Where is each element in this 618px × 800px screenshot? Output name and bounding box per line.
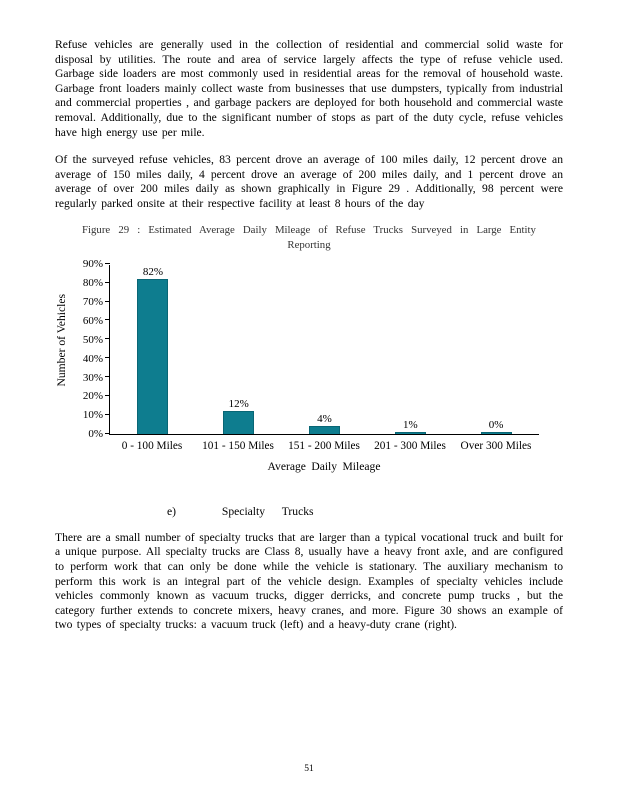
chart-y-tick-mark — [105, 281, 110, 283]
chart-y-tick-label: 10% — [82, 409, 103, 422]
chart-y-tick-mark — [105, 394, 110, 396]
mileage-bar-chart: Number of Vehicles 0% 10% 20% 30% 40% 50% 60% 7… — [55, 258, 563, 473]
specialty-trucks-heading: e) Specialty Trucks — [167, 505, 563, 518]
chart-y-tick-mark — [105, 338, 110, 340]
chart-y-axis-title: Number of Vehicles — [55, 293, 68, 387]
chart-y-tick-label: 70% — [82, 296, 103, 309]
bar-value-label: 1% — [402, 418, 418, 431]
bar-segment — [223, 411, 255, 434]
chart-y-tick-mark — [105, 376, 110, 378]
paragraph-refuse-overview: Refuse vehicles are generally used in th… — [55, 38, 563, 139]
bar-category-label: Over 300 Miles — [460, 439, 532, 452]
bar-column: 0% — [453, 419, 539, 434]
bar-value-label: 12% — [228, 398, 249, 411]
bar-column: 82% — [110, 266, 196, 434]
chart-y-tick-mark — [105, 357, 110, 359]
bar-value-label: 82% — [142, 265, 163, 278]
chart-y-tick-label: 90% — [82, 258, 103, 271]
chart-y-tick-label: 60% — [82, 314, 103, 327]
bar-category-label: 201 - 300 Miles — [374, 439, 446, 452]
heading-enumerator: e) — [167, 504, 177, 518]
paragraph-specialty-trucks: There are a small number of specialty tr… — [55, 530, 563, 632]
chart-y-tick-mark — [105, 319, 110, 321]
bar-category-label: 0 - 100 Miles — [121, 439, 183, 452]
chart-plot-area: 82% 12% 4% 1% 0% — [105, 262, 539, 435]
figure-29-caption: Figure 29 : Estimated Average Daily Mile… — [82, 223, 536, 251]
chart-y-tick-mark — [105, 262, 110, 264]
chart-y-tick-mark — [105, 300, 110, 302]
chart-y-tick-label: 40% — [82, 352, 103, 365]
bar-value-label: 0% — [488, 419, 504, 432]
bar-segment — [394, 431, 426, 434]
page-number: 51 — [304, 764, 314, 774]
bar-segment — [308, 426, 340, 434]
chart-x-axis-labels: 0 - 100 Miles 101 - 150 Miles 151 - 200 Mi… — [109, 439, 539, 453]
chart-y-tick-label: 20% — [82, 390, 103, 403]
paragraph-survey-statistics: Of the surveyed refuse vehicles, 83 perc… — [55, 153, 563, 210]
chart-y-tick-mark — [105, 432, 110, 434]
bar-category-label: 101 - 150 Miles — [202, 439, 274, 452]
bar-value-label: 4% — [317, 413, 332, 426]
bar-column: 1% — [367, 419, 453, 434]
chart-y-axis: 0% 10% 20% 30% 40% 50% 60% 70% 80% 90% — [71, 258, 109, 440]
chart-y-tick-label: 80% — [82, 277, 103, 290]
bar-category-label: 151 - 200 Miles — [288, 439, 360, 452]
chart-y-tick-label: 0% — [88, 428, 103, 441]
chart-y-tick-mark — [105, 413, 110, 415]
bar-segment — [480, 432, 512, 434]
chart-y-tick-label: 50% — [82, 333, 103, 346]
chart-plot-column: 82% 12% 4% 1% 0% 0 - 100 Miles 101 - 150 Mile… — [105, 262, 539, 473]
bar-column: 4% — [282, 413, 368, 434]
chart-x-axis-title: Average Daily Mileage — [267, 459, 381, 473]
bar-column: 12% — [196, 398, 282, 434]
chart-y-tick-label: 30% — [82, 371, 103, 384]
heading-label: Specialty Trucks — [221, 504, 314, 518]
bar-segment — [137, 278, 169, 434]
